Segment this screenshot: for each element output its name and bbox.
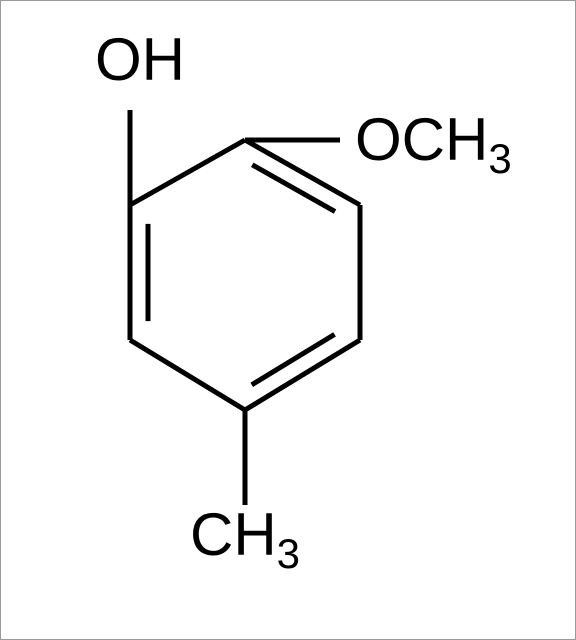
substituent-bonds [130, 110, 340, 505]
chemical-structure: OH OCH3 CH3 [0, 0, 576, 640]
bonds [130, 140, 360, 410]
label-oh: OH [95, 26, 185, 93]
label-ch3: CH3 [190, 501, 300, 577]
atom-labels: OH OCH3 CH3 [95, 26, 512, 577]
label-och3: OCH3 [355, 106, 512, 182]
